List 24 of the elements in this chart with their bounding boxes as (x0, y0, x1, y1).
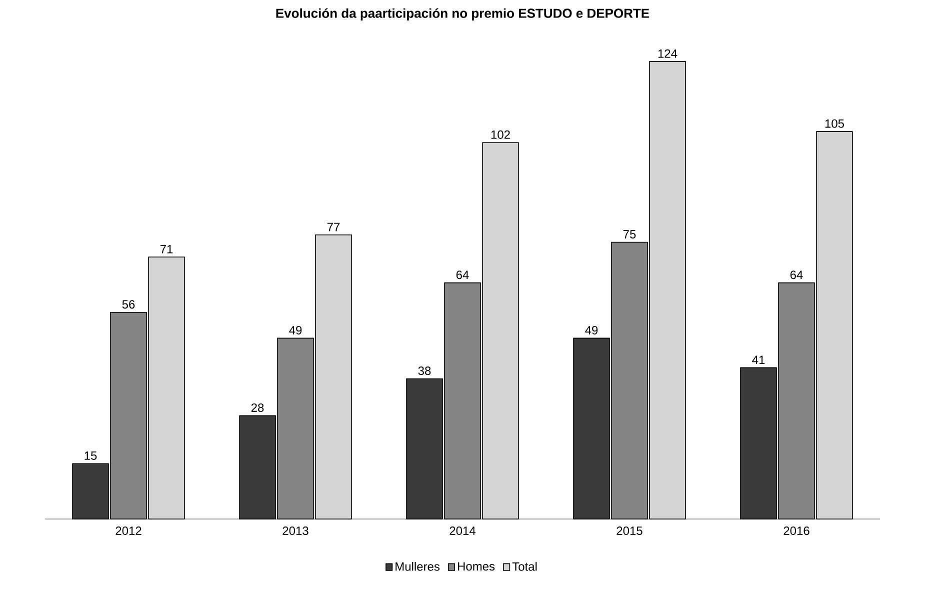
x-tick-label: 2013 (282, 526, 308, 536)
data-label: 49 (289, 326, 302, 334)
data-label: 75 (623, 230, 636, 239)
data-label: 102 (491, 130, 510, 139)
data-label: 15 (84, 452, 97, 460)
data-label: 105 (825, 119, 844, 128)
legend-label: Homes (458, 562, 495, 571)
x-tick-label: 2015 (616, 526, 642, 536)
data-label: 64 (456, 270, 469, 280)
chart-title: Evolución da paarticipación no premio ESTUDO e DEPORTE (276, 8, 650, 20)
legend-label: Total (512, 562, 537, 571)
data-label: 41 (752, 356, 765, 364)
data-label: 56 (122, 300, 135, 309)
data-label: 124 (658, 49, 678, 58)
x-tick-label: 2014 (450, 526, 476, 536)
data-label: 28 (251, 403, 264, 412)
data-label: 38 (418, 366, 431, 376)
legend-label: Mulleres (396, 562, 440, 571)
x-tick-label: 2016 (784, 526, 810, 536)
data-label: 71 (160, 245, 173, 254)
data-label: 77 (327, 222, 340, 232)
data-label: 64 (790, 270, 803, 280)
data-label: 49 (585, 326, 598, 334)
x-tick-label: 2012 (116, 526, 142, 536)
